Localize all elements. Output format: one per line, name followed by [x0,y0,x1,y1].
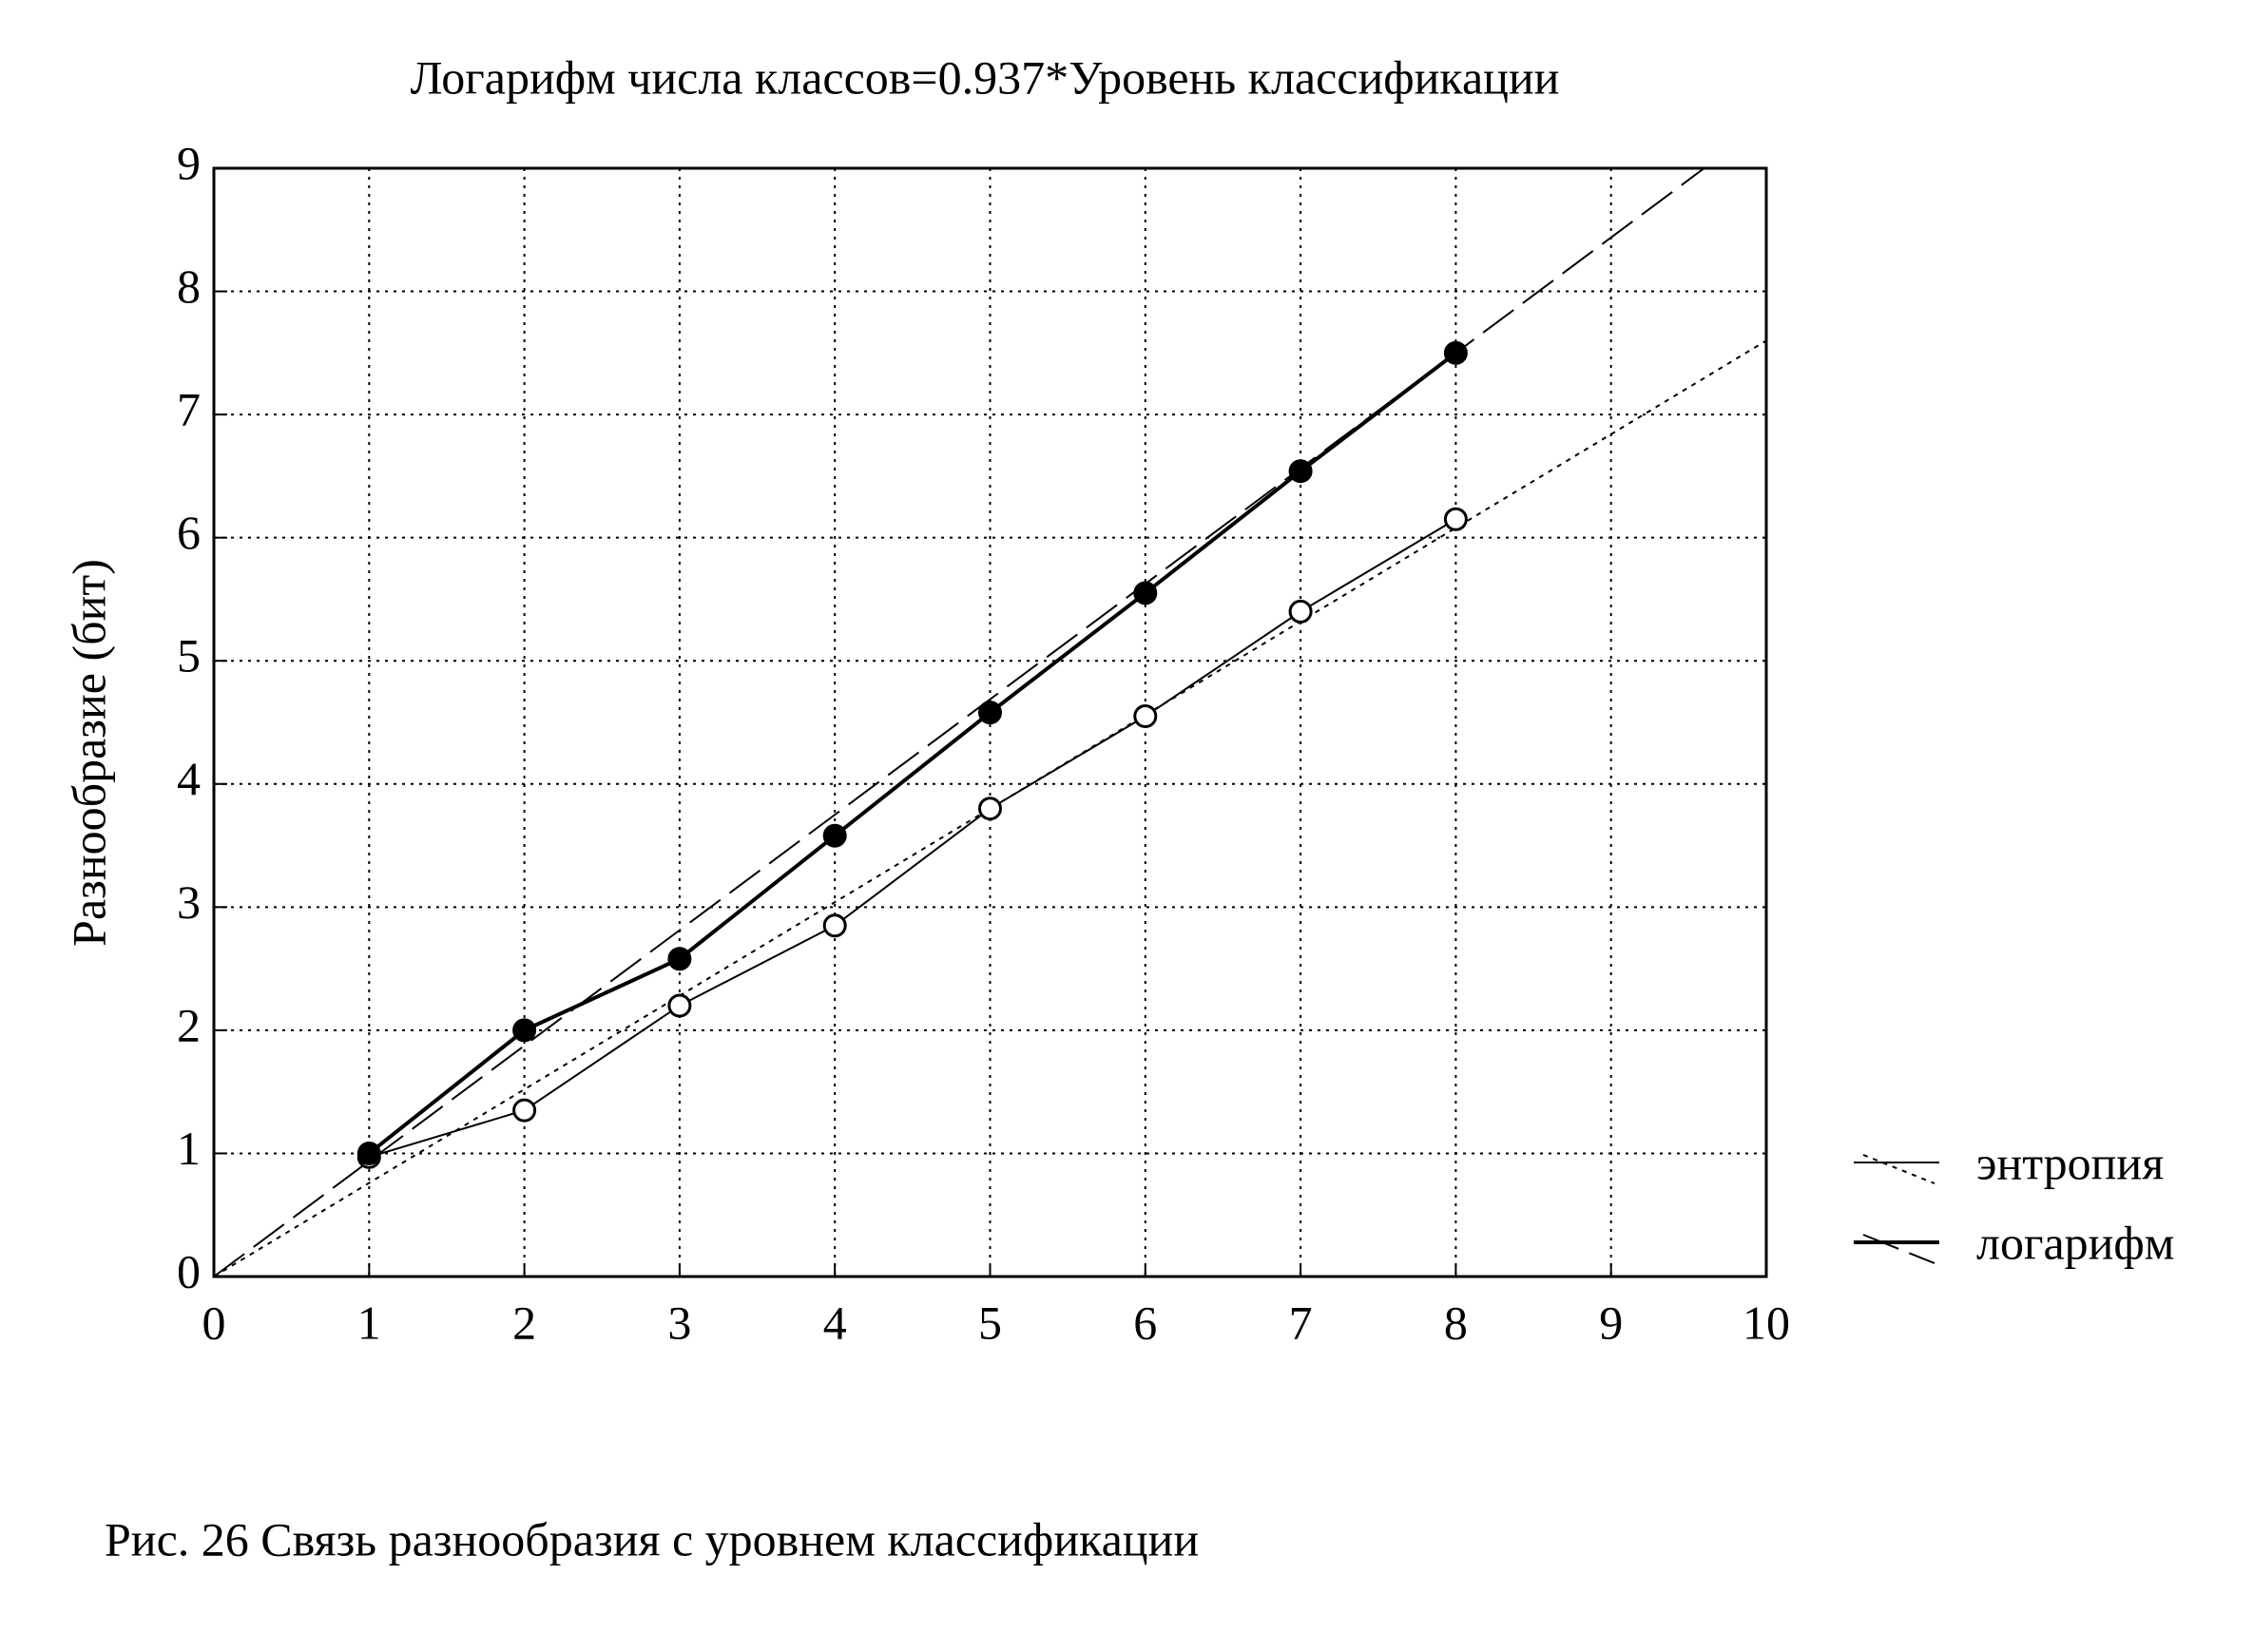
data-point [512,1098,537,1123]
chart-title: Логарифм числа классов=0.937*Уровень кла… [411,50,1560,104]
data-point [1133,704,1158,729]
data-point [512,1018,537,1043]
x-tick-label: 6 [1133,1296,1157,1349]
y-tick-label: 7 [177,383,201,436]
data-point [667,947,692,971]
caption: Рис. 26 Связь разнообразия с уровнем кла… [105,1512,1199,1566]
y-tick-label: 2 [177,998,201,1051]
trend-line [213,167,1705,1277]
y-tick-label: 5 [177,629,201,682]
x-tick-label: 4 [823,1296,847,1349]
x-tick-label: 3 [667,1296,691,1349]
x-tick-label: 2 [512,1296,536,1349]
x-tick-label: 9 [1599,1296,1623,1349]
series-line [369,518,1456,1159]
y-tick-label: 3 [177,875,201,929]
data-point [822,823,847,848]
legend-label: энтропия [1976,1136,2164,1189]
legend-trend [1862,1154,1935,1184]
legend-label: логарифм [1976,1216,2174,1269]
y-tick-label: 4 [177,752,201,805]
data-point [1443,340,1468,365]
x-tick-label: 1 [357,1296,381,1349]
y-tick-label: 6 [177,506,201,559]
data-point [978,797,1002,821]
x-tick-label: 8 [1444,1296,1468,1349]
y-tick-label: 1 [177,1122,201,1175]
x-tick-label: 7 [1289,1296,1313,1349]
y-axis-label: Разнообразие (бит) [62,559,115,947]
data-point [667,993,692,1018]
y-tick-label: 8 [177,259,201,313]
plot-frame [212,166,1768,1278]
data-point [822,913,847,938]
data-point [1288,459,1313,484]
data-point [356,1141,381,1165]
y-tick-label: 0 [177,1244,201,1297]
data-point [1133,581,1158,605]
legend-trend [1862,1234,1935,1264]
x-tick-label: 0 [202,1296,226,1349]
data-point [1443,507,1468,531]
x-tick-label: 10 [1743,1296,1790,1349]
y-tick-label: 9 [177,136,201,189]
series-line [368,351,1457,1156]
data-point [1288,599,1313,624]
x-tick-label: 5 [978,1296,1002,1349]
data-point [978,701,1002,725]
